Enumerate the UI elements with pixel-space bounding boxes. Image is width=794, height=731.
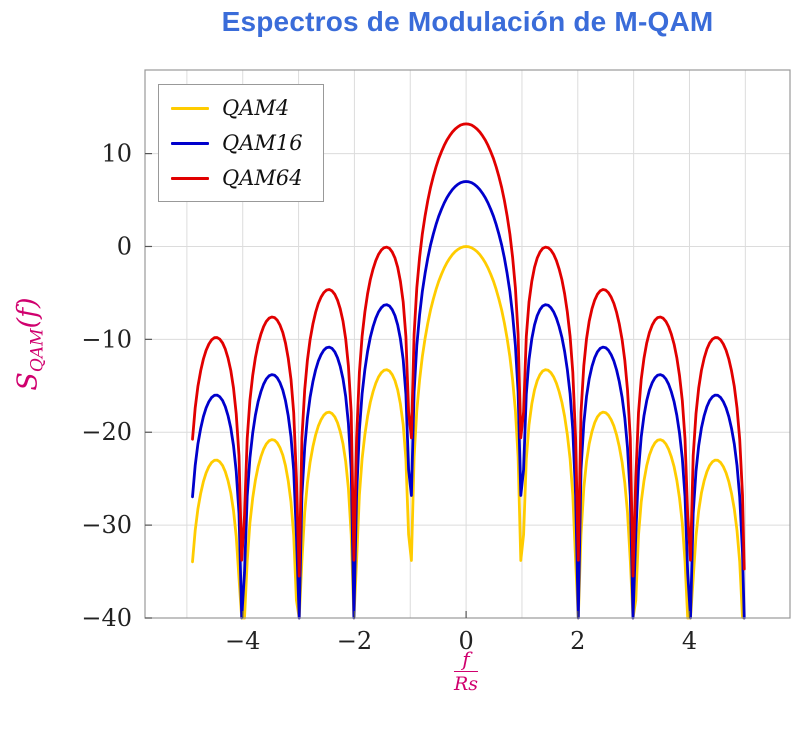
chart-title: Espectros de Modulación de M-QAM <box>221 6 714 37</box>
y-tick-label: 10 <box>101 140 132 168</box>
y-tick-label: −20 <box>81 418 132 446</box>
x-tick-label: 2 <box>570 627 585 655</box>
x-axis-label-numerator: f <box>453 648 479 672</box>
curve-qam4 <box>191 245 746 620</box>
x-tick-label: 4 <box>682 627 697 655</box>
legend-item-qam64: QAM64 <box>171 165 303 191</box>
y-axis-label: SQAM(f) <box>12 297 47 390</box>
y-tick-label: 0 <box>117 232 132 260</box>
legend: QAM4 QAM16 QAM64 <box>158 84 324 202</box>
x-axis-label-denominator: Rs <box>453 673 479 695</box>
axes-frame <box>144 69 791 619</box>
curve-qam64 <box>191 122 746 578</box>
curves <box>191 122 746 620</box>
y-axis-label-main: S <box>12 372 44 391</box>
x-tick-label: −4 <box>225 627 260 655</box>
y-tick-label: −10 <box>81 325 132 353</box>
x-axis-label: f Rs <box>453 648 479 697</box>
axis-ticks <box>145 152 691 619</box>
curve-qam16 <box>191 180 746 620</box>
legend-item-qam16: QAM16 <box>171 130 303 156</box>
plot-frame <box>144 69 791 619</box>
legend-item-qam4: QAM4 <box>171 95 303 121</box>
legend-label-qam64: QAM64 <box>222 166 303 190</box>
x-tick-label: −2 <box>337 627 372 655</box>
y-axis-label-subscript: QAM <box>27 328 48 373</box>
legend-label-qam16: QAM16 <box>222 131 303 155</box>
legend-label-qam4: QAM4 <box>222 96 290 120</box>
qam16-line-swatch <box>171 141 209 145</box>
qam64-line-swatch <box>171 176 209 180</box>
x-tick-label: 0 <box>458 627 473 655</box>
y-tick-label: −40 <box>81 604 132 632</box>
y-axis-label-suffix: (f) <box>12 297 44 329</box>
y-tick-label: −30 <box>81 511 132 539</box>
qam4-line-swatch <box>171 106 209 110</box>
